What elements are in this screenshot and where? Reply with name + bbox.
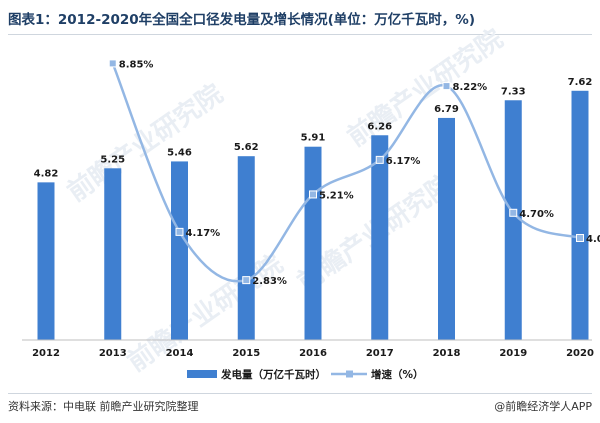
bar [371,135,389,340]
bar [37,182,55,340]
legend-marker-line [346,370,353,378]
growth-points [108,59,584,285]
bar-label: 5.25 [100,154,125,165]
bar-label: 7.62 [568,77,593,88]
x-tick-label: 2012 [32,348,60,359]
brand-credit: @前瞻经济学人APP [494,400,592,413]
growth-point [509,208,518,217]
growth-value-labels: 8.85% 4.17% 2.83% 5.21% 6.17% 8.22% 4.70% 4.00% [119,59,600,287]
growth-label: 8.85% [119,59,154,70]
bar-label: 5.46 [167,147,192,158]
bar [237,156,255,340]
growth-label: 8.22% [453,82,488,93]
bar [171,161,188,340]
x-tick-label: 2014 [166,348,194,359]
source-note: 资料来源：中电联 前瞻产业研究院整理 [8,400,199,413]
bar-label: 4.82 [34,168,59,179]
x-tick-label: 2018 [433,348,461,359]
growth-point [309,190,317,199]
growth-point [442,82,451,91]
growth-label: 4.00% [586,234,600,245]
bar-value-labels: 4.82 5.25 5.46 5.62 5.91 6.26 6.79 7.33 7.62 [34,77,593,180]
legend-swatch-bar [187,370,217,378]
bar-series [37,90,589,340]
title-divider [8,34,592,35]
bar-label: 6.79 [434,104,459,115]
legend: 发电量（万亿千瓦时） 增速（%） [187,368,424,381]
x-tick-label: 2016 [299,348,327,359]
x-tick-label: 2015 [232,348,260,359]
growth-label: 5.21% [319,190,354,201]
chart-title: 图表1：2012-2020年全国全口径发电量及增长情况(单位：万亿千瓦时，%) [8,12,476,28]
growth-label: 2.83% [252,276,287,287]
growth-point [242,276,251,285]
growth-label: 4.70% [519,209,554,220]
bar [438,117,455,340]
footer: 资料来源：中电联 前瞻产业研究院整理 @前瞻经济学人APP [8,398,592,416]
bar [571,90,589,340]
bar [304,146,322,340]
x-tick-label: 2017 [366,348,394,359]
bar [104,168,122,340]
bar-label: 5.62 [234,142,259,153]
legend-label-bar: 发电量（万亿千瓦时） [220,368,326,381]
growth-point [108,59,117,68]
growth-point [375,155,384,164]
x-tick-label: 2020 [566,348,594,359]
chart: 前瞻产业研究院前瞻产业研究院前瞻产业研究院前瞻产业研究院 4.825.255.4… [22,23,600,381]
bar [504,100,522,340]
x-tick-label: 2019 [499,348,527,359]
footer-divider [8,393,592,394]
growth-point [175,227,184,236]
growth-point [576,234,584,242]
bar-label: 5.91 [301,133,326,144]
bar-label: 6.26 [367,121,392,132]
growth-label: 4.17% [186,228,221,239]
legend-label-line: 增速（%） [371,368,424,381]
x-tick-labels: 2012 2013 2014 2015 2016 2017 2018 2019 2020 [32,348,594,359]
x-tick-label: 2013 [99,348,127,359]
growth-label: 6.17% [386,156,421,167]
watermark-text: 前瞻产业研究院 [62,78,229,208]
bar-label: 7.33 [501,86,526,97]
